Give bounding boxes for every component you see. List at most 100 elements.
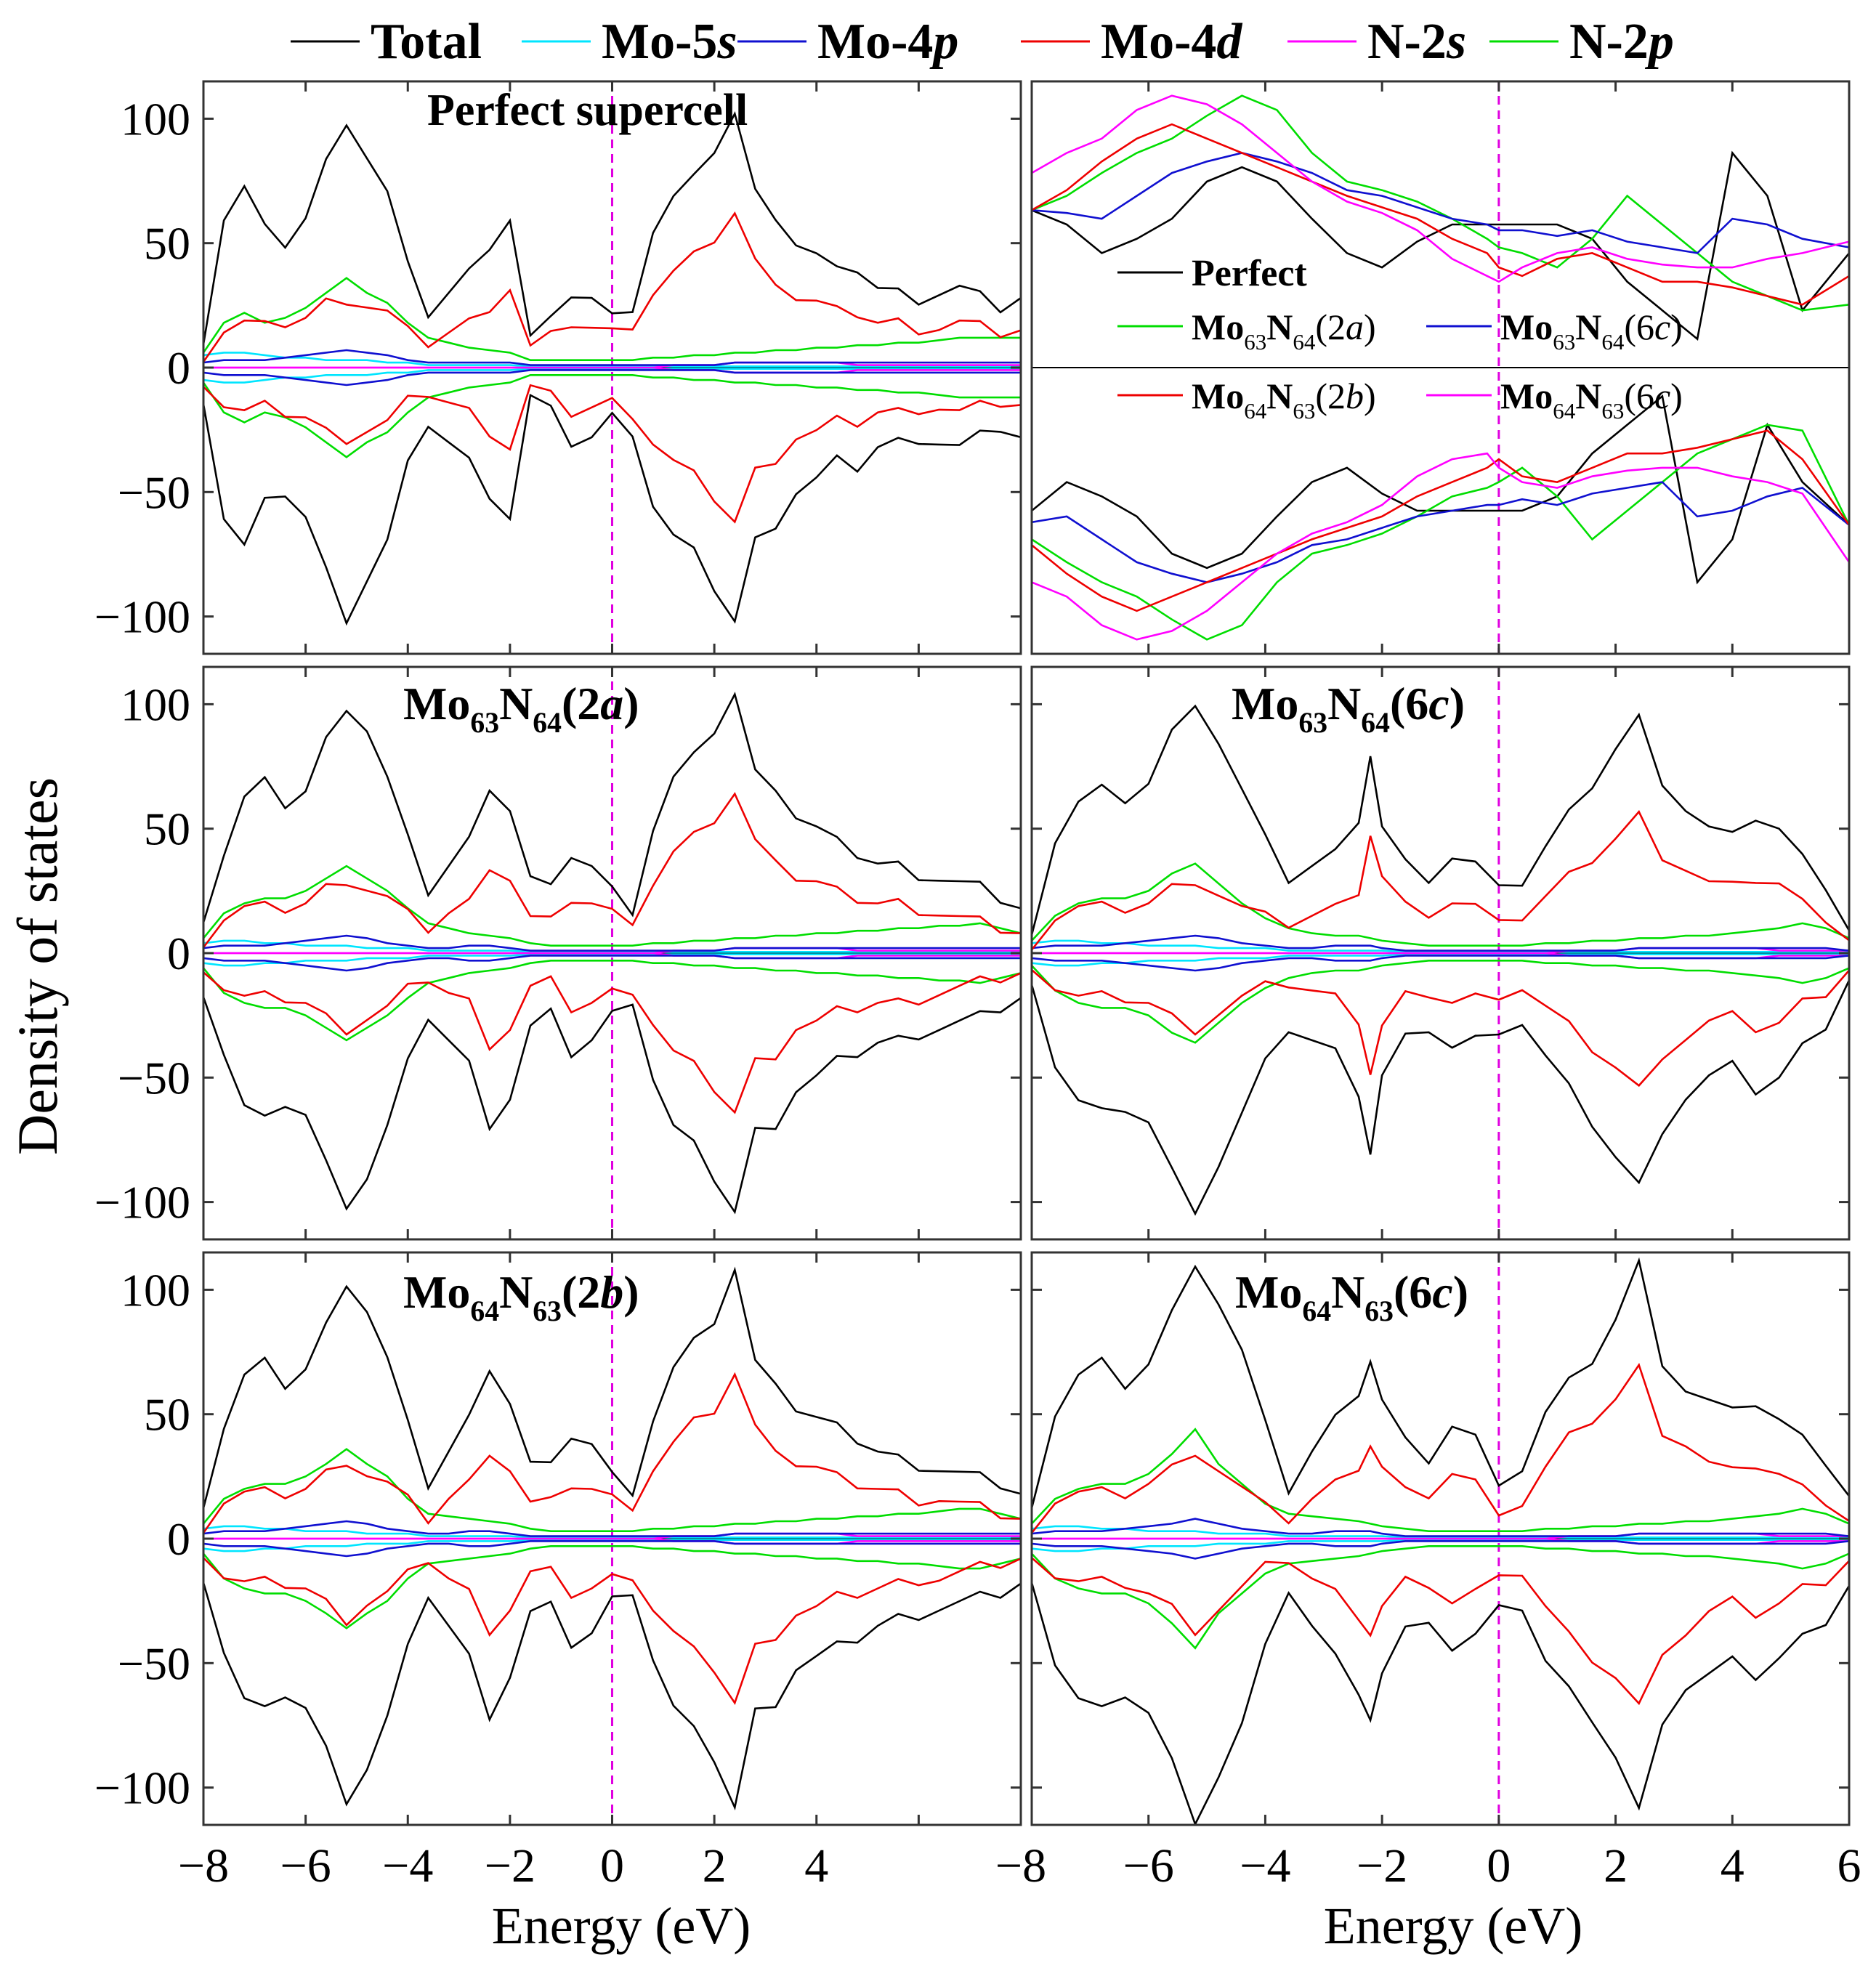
inset-legend-perfect: Perfect bbox=[1192, 253, 1307, 294]
series-mo-4d-up bbox=[1032, 810, 1849, 951]
x-tick-label-left: 2 bbox=[703, 1839, 727, 1892]
series-total-down bbox=[203, 997, 1021, 1215]
inset-series-mo63n64-2a--down bbox=[1032, 424, 1849, 641]
legend-item-total: Total bbox=[291, 14, 482, 70]
series-total-down bbox=[203, 394, 1021, 626]
y-tick-label: −50 bbox=[118, 1637, 190, 1689]
legend-item-n-2s: N-2s bbox=[1287, 14, 1466, 70]
y-tick-label: 0 bbox=[167, 928, 190, 979]
y-tick-label: 100 bbox=[121, 679, 190, 730]
series-mo-4d-down bbox=[203, 384, 1021, 524]
legend-label: Mo-5s bbox=[602, 14, 737, 70]
x-tick-label-right: 2 bbox=[1604, 1839, 1628, 1892]
inset-legend: Perfect Mo63N64(2a) Mo63N64(6c) Mo64N63(2b)… bbox=[1117, 253, 1683, 424]
panel-mo63n64-6c: Mo63N64(6c) bbox=[1030, 665, 1851, 1241]
series-mo-4p-down bbox=[1032, 1540, 1849, 1560]
y-tick-label: 50 bbox=[144, 1389, 190, 1441]
legend-label: Mo-4p bbox=[817, 14, 958, 70]
series-mo-4p-down bbox=[203, 369, 1021, 386]
series-mo-4p-down bbox=[203, 1540, 1021, 1558]
legend: Total Mo-5s Mo-4p Mo-4d N-2s N-2p bbox=[291, 14, 1674, 70]
series-n-2p-down bbox=[1032, 1545, 1849, 1650]
inset-legend-mo64n63-6c: Mo64N63(6c) bbox=[1500, 376, 1683, 424]
series-n-2p-down bbox=[203, 1545, 1021, 1629]
panel-frame bbox=[1030, 80, 1851, 655]
x-tick-label-left: −6 bbox=[280, 1839, 331, 1892]
x-tick-label-left: −4 bbox=[382, 1839, 433, 1892]
legend-label: Total bbox=[371, 14, 482, 70]
series-mo-4p-up bbox=[1032, 934, 1849, 952]
y-tick-label: 100 bbox=[121, 93, 190, 145]
series-n-2p-up bbox=[1032, 862, 1849, 947]
y-tick-label: −100 bbox=[94, 1177, 190, 1228]
y-tick-label: 50 bbox=[144, 803, 190, 855]
series-mo-4p-up bbox=[203, 1520, 1021, 1537]
series-mo-5s-down bbox=[1032, 1539, 1849, 1552]
series-mo-5s-up bbox=[1032, 1525, 1849, 1539]
series-total-down bbox=[1032, 979, 1849, 1216]
series-mo-5s-up bbox=[203, 1525, 1021, 1539]
panel-mo64n63-6c: Mo64N63(6c) bbox=[1030, 1251, 1851, 1826]
panel-title-mo63n64-2a: Mo63N64(2a) bbox=[403, 678, 639, 739]
series-total-up bbox=[203, 110, 1021, 345]
x-tick-label-left: −2 bbox=[485, 1839, 535, 1892]
panel-perfect: 100 50 0 −50 −100 Perfect supercell bbox=[94, 80, 1022, 655]
series-mo-5s-down bbox=[203, 368, 1021, 384]
x-tick-label-right: 6 bbox=[1837, 1839, 1861, 1892]
x-axis-label-right: Energy (eV) bbox=[1324, 1897, 1583, 1955]
series-total-up bbox=[1032, 704, 1849, 936]
series-n-2p-down bbox=[203, 373, 1021, 458]
series-total-up bbox=[1032, 1257, 1849, 1509]
series-n-2s-down bbox=[203, 366, 1021, 374]
series-n-2p-up bbox=[1032, 1428, 1849, 1532]
x-tick-label-left: 4 bbox=[804, 1839, 828, 1892]
inset-series-mo64n63-6c--down bbox=[1032, 452, 1849, 641]
inset-legend-mo63n64-2a: Mo63N64(2a) bbox=[1192, 307, 1376, 355]
legend-label: Mo-4d bbox=[1101, 14, 1242, 70]
series-total-down bbox=[203, 1582, 1021, 1811]
legend-label: N-2s bbox=[1367, 14, 1466, 70]
y-axis-label: Density of states bbox=[6, 777, 69, 1155]
x-tick-label-right: −4 bbox=[1240, 1839, 1290, 1892]
inset-series-mo63n64-6c--up bbox=[1032, 152, 1849, 254]
x-tick-label-right: 4 bbox=[1721, 1839, 1744, 1892]
series-total-up bbox=[203, 1266, 1021, 1509]
inset-series-perfect-up bbox=[1032, 150, 1849, 341]
legend-label: N-2p bbox=[1569, 14, 1674, 70]
series-mo-4p-up bbox=[203, 349, 1021, 366]
panel-title-mo64n63-2b: Mo64N63(2b) bbox=[403, 1266, 639, 1327]
series-mo-4p-down bbox=[203, 955, 1021, 972]
series-n-2s-down bbox=[203, 952, 1021, 960]
x-tick-label-left: −8 bbox=[178, 1839, 229, 1892]
series-mo-4d-up bbox=[203, 1372, 1021, 1534]
x-tick-label-left: 0 bbox=[600, 1839, 624, 1892]
series-mo-4d-down bbox=[1032, 1557, 1849, 1706]
x-tick-label-right: −6 bbox=[1123, 1839, 1174, 1892]
series-mo-5s-down bbox=[1032, 953, 1849, 967]
series-n-2s-down bbox=[203, 1537, 1021, 1545]
legend-item-n-2p: N-2p bbox=[1489, 14, 1674, 70]
panel-title-mo64n63-6c: Mo64N63(6c) bbox=[1235, 1266, 1468, 1327]
series-mo-5s-down bbox=[203, 1539, 1021, 1552]
series-mo-4p-up bbox=[203, 934, 1021, 952]
series-n-2p-up bbox=[203, 1448, 1021, 1532]
y-tick-label: −50 bbox=[118, 466, 190, 518]
series-n-2p-up bbox=[203, 864, 1021, 947]
y-tick-label: −100 bbox=[94, 1762, 190, 1814]
series-total-down bbox=[1032, 1582, 1849, 1825]
series-mo-4d-down bbox=[203, 971, 1021, 1114]
y-tick-label: −100 bbox=[94, 591, 190, 643]
series-mo-4d-up bbox=[203, 211, 1021, 363]
panel-mo63n64-2a: 100 50 0 −50 −100 Mo63N64(2a) bbox=[94, 665, 1022, 1241]
y-tick-label: 100 bbox=[121, 1264, 190, 1316]
inset-series-mo63n64-6c--down bbox=[1032, 481, 1849, 583]
legend-item-mo-5s: Mo-5s bbox=[522, 14, 737, 70]
inset-legend-mo64n63-2b: Mo64N63(2b) bbox=[1192, 376, 1376, 424]
legend-item-mo-4d: Mo-4d bbox=[1021, 14, 1242, 70]
y-tick-label: −50 bbox=[118, 1052, 190, 1104]
inset-series-mo64n63-6c--up bbox=[1032, 94, 1849, 283]
panel-mo64n63-2b: 100 50 0 −50 −100 Mo64N63(2b) bbox=[94, 1251, 1022, 1826]
panel-inset: Perfect Mo63N64(2a) Mo63N64(6c) Mo64N63(2b)… bbox=[1030, 80, 1851, 655]
series-total-up bbox=[203, 692, 1021, 923]
series-mo-5s-up bbox=[203, 352, 1021, 368]
